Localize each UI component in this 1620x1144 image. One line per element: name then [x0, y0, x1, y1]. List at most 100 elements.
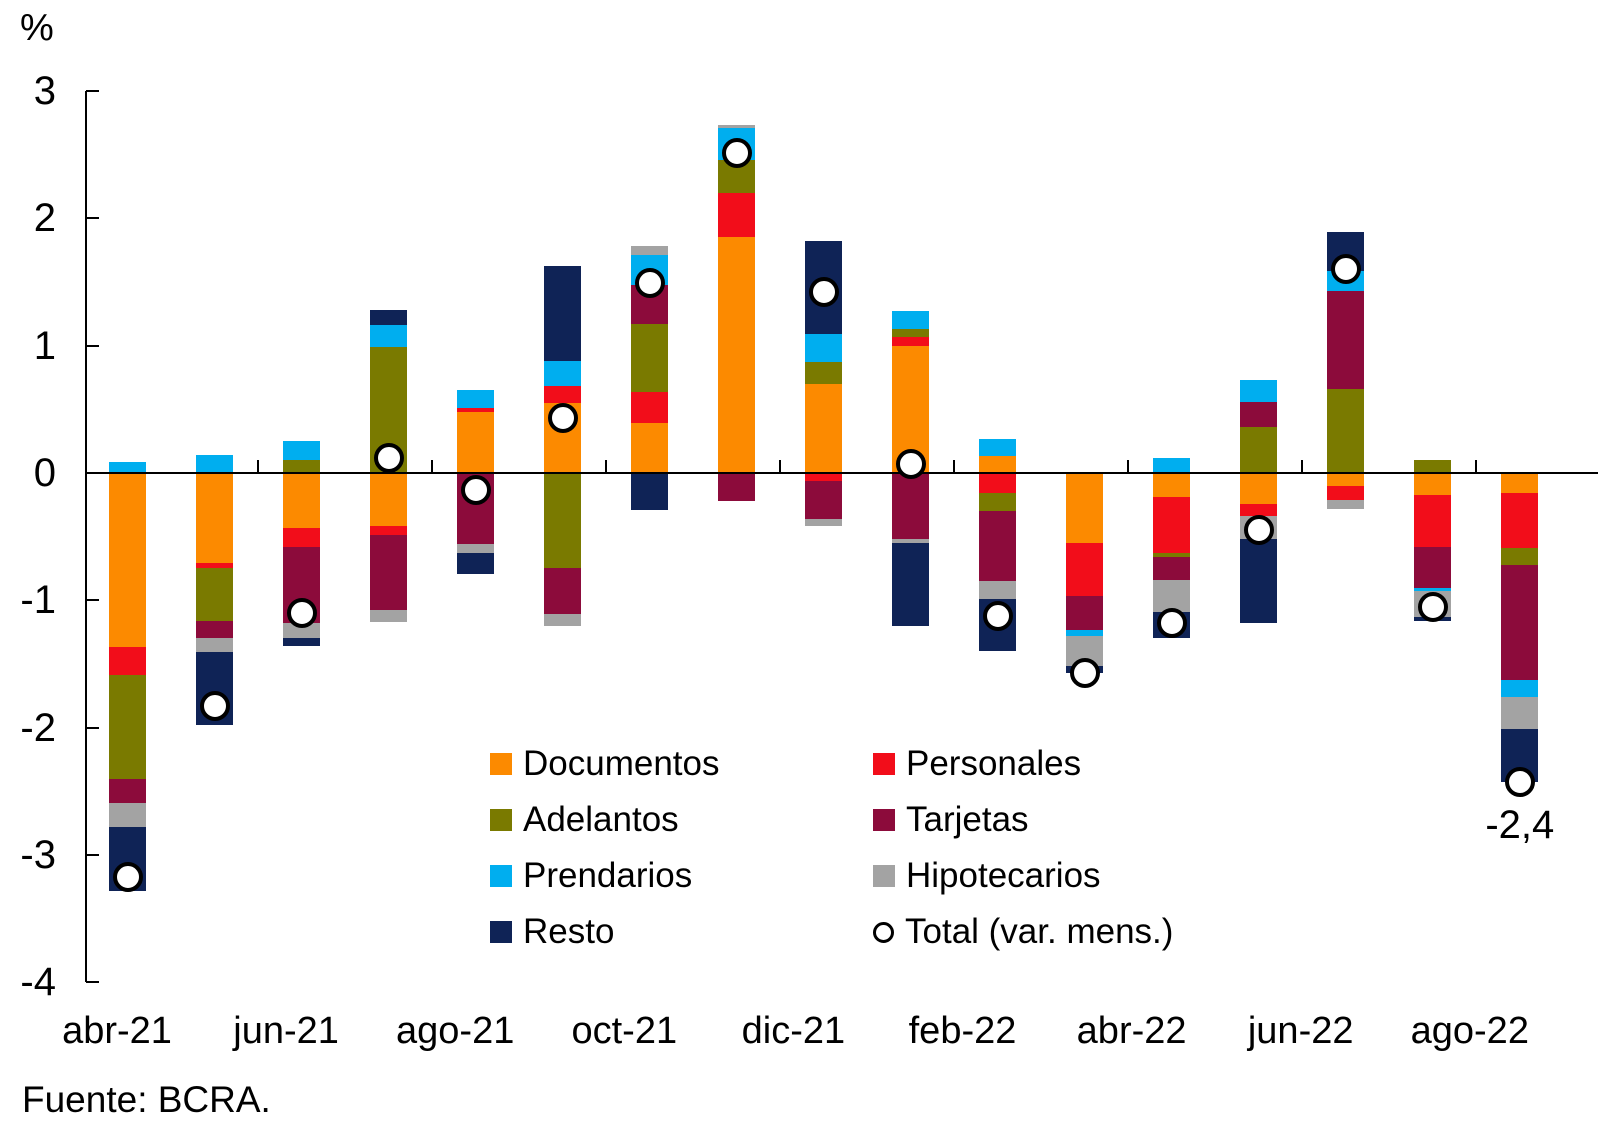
- x-axis-tick: [1475, 460, 1478, 473]
- total-marker-may-22: [1243, 515, 1274, 546]
- x-axis-label-ago-21: ago-21: [396, 1010, 515, 1052]
- bar-segment-documentos-ago-21: [457, 411, 495, 473]
- y-axis-tick-label: 1: [33, 323, 56, 368]
- total-marker-feb-22: [982, 600, 1013, 631]
- bar-segment-prendarios-ago-21: [457, 390, 495, 409]
- bar-segment-resto-oct-21: [631, 473, 669, 510]
- y-axis-tick: [86, 853, 99, 856]
- bar-segment-hipotecarios-sep-21: [544, 614, 582, 626]
- bar-segment-documentos-abr-21: [109, 473, 147, 648]
- legend-item-adelantos: Adelantos: [490, 800, 679, 840]
- total-marker-ago-22: [1504, 767, 1535, 798]
- bar-segment-hipotecarios-abr-22: [1153, 579, 1191, 612]
- prendarios-swatch-icon: [490, 865, 512, 887]
- bar-segment-personales-ago-22: [1501, 493, 1539, 549]
- x-axis-tick: [779, 460, 782, 473]
- y-axis-tick-label: -1: [20, 578, 56, 623]
- x-axis-label-jun-21: jun-21: [233, 1010, 339, 1052]
- x-axis-label-abr-21: abr-21: [62, 1010, 172, 1052]
- bar-segment-prendarios-abr-21: [109, 461, 147, 473]
- bar-segment-prendarios-sep-21: [544, 360, 582, 387]
- bar-segment-prendarios-jun-21: [283, 441, 321, 461]
- bar-segment-prendarios-ene-22: [892, 311, 930, 330]
- bar-segment-personales-mar-22: [1066, 543, 1104, 597]
- y-axis-line: [85, 91, 87, 983]
- bar-segment-personales-nov-21: [718, 192, 756, 238]
- x-axis-label-jun-22: jun-22: [1247, 1010, 1354, 1052]
- y-axis-tick-label: 0: [33, 451, 56, 495]
- bar-segment-documentos-ago-22: [1501, 473, 1539, 494]
- bar-segment-personales-abr-21: [109, 647, 147, 676]
- bar-segment-documentos-jul-21: [370, 473, 408, 527]
- bar-segment-documentos-abr-22: [1153, 473, 1191, 498]
- y-axis-tick: [86, 599, 99, 602]
- total-marker-mar-22: [1069, 657, 1100, 688]
- adelantos-swatch-icon: [490, 809, 512, 831]
- legend-label-resto: Resto: [523, 912, 615, 951]
- source-note: Fuente: BCRA.: [22, 1079, 271, 1120]
- bar-segment-hipotecarios-ago-22: [1501, 697, 1539, 729]
- bar-segment-adelantos-jun-22: [1327, 388, 1365, 473]
- personales-swatch-icon: [873, 753, 895, 775]
- bar-segment-tarjetas-feb-22: [979, 511, 1017, 582]
- x-axis-label-ago-22: ago-22: [1410, 1010, 1529, 1052]
- bar-segment-prendarios-may-22: [1240, 380, 1278, 402]
- bar-segment-documentos-jun-21: [283, 473, 321, 528]
- bar-segment-tarjetas-jun-22: [1327, 290, 1365, 389]
- bar-segment-prendarios-feb-22: [979, 438, 1017, 457]
- bar-segment-personales-abr-22: [1153, 497, 1191, 554]
- bar-segment-hipotecarios-feb-22: [979, 581, 1017, 600]
- bar-segment-adelantos-abr-22: [1153, 553, 1191, 557]
- legend-label-hipotecarios: Hipotecarios: [906, 856, 1101, 895]
- bar-segment-hipotecarios-nov-21: [718, 125, 756, 128]
- bar-segment-personales-jun-22: [1327, 485, 1365, 500]
- legend-item-personales: Personales: [873, 744, 1081, 784]
- bar-segment-resto-jun-21: [283, 638, 321, 647]
- bar-segment-documentos-may-22: [1240, 473, 1278, 504]
- x-axis-tick: [953, 460, 956, 473]
- bar-segment-documentos-mar-22: [1066, 473, 1104, 543]
- bar-segment-personales-jul-21: [370, 526, 408, 536]
- bar-segment-adelantos-jun-21: [283, 460, 321, 473]
- x-axis-label-dic-21: dic-21: [741, 1010, 846, 1052]
- bar-segment-documentos-jul-22: [1414, 473, 1452, 495]
- y-axis-tick: [86, 344, 99, 347]
- bar-segment-resto-ene-22: [892, 543, 930, 626]
- total-marker-sep-21: [547, 403, 578, 434]
- bar-segment-hipotecarios-ene-22: [892, 539, 930, 543]
- bar-segment-documentos-may-21: [196, 473, 234, 564]
- bar-segment-adelantos-feb-22: [979, 493, 1017, 512]
- y-axis-tick-label: -4: [20, 960, 56, 1005]
- x-axis-label-feb-22: feb-22: [908, 1010, 1017, 1052]
- bar-segment-tarjetas-nov-21: [718, 473, 756, 501]
- bar-segment-prendarios-ago-22: [1501, 680, 1539, 698]
- bar-segment-hipotecarios-abr-21: [109, 802, 147, 827]
- total-marker-may-21: [199, 690, 230, 721]
- bar-segment-resto-sep-21: [544, 265, 582, 361]
- documentos-swatch-icon: [490, 753, 512, 775]
- y-axis-tick-label: 3: [33, 69, 56, 114]
- bar-segment-personales-may-21: [196, 563, 234, 569]
- bar-segment-hipotecarios-jun-21: [283, 623, 321, 639]
- bar-segment-prendarios-mar-22: [1066, 629, 1104, 636]
- legend-item-hipotecarios: Hipotecarios: [873, 856, 1101, 896]
- bar-segment-prendarios-abr-22: [1153, 457, 1191, 473]
- bar-segment-prendarios-dic-21: [805, 334, 843, 363]
- bar-segment-tarjetas-abr-22: [1153, 557, 1191, 580]
- bar-segment-hipotecarios-may-21: [196, 638, 234, 653]
- y-axis-tick-label: -3: [20, 832, 56, 877]
- x-axis-tick: [1127, 460, 1130, 473]
- x-axis-tick: [605, 460, 608, 473]
- total-marker-nov-21: [721, 138, 752, 169]
- legend-item-tarjetas: Tarjetas: [873, 800, 1029, 840]
- total-marker-jul-22: [1417, 591, 1448, 622]
- total-marker-icon: [873, 921, 894, 943]
- legend-label-total: Total (var. mens.): [905, 912, 1174, 951]
- bar-segment-tarjetas-dic-21: [805, 480, 843, 519]
- bar-segment-resto-jul-21: [370, 310, 408, 326]
- y-axis-tick-label: -2: [20, 705, 56, 750]
- bar-segment-resto-may-22: [1240, 539, 1278, 624]
- bar-segment-adelantos-sep-21: [544, 473, 582, 569]
- y-axis-tick-label: 2: [33, 196, 56, 241]
- total-marker-jul-21: [373, 442, 404, 473]
